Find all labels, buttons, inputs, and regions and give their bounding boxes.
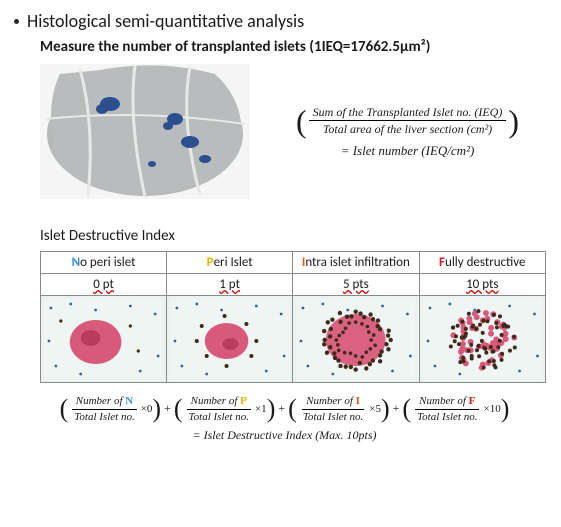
bullet-dot-icon	[14, 19, 19, 24]
page-title: Histological semi-quantitative analysis	[14, 10, 547, 32]
formula1-result: = Islet number (IEQ/cm²)	[341, 143, 475, 159]
formula-destructive-index: ( Number of N Total Islet no. ×0 )+( Num…	[32, 393, 537, 443]
table-points: 5 pts	[293, 274, 419, 296]
section2-title: Islet Destructive Index	[40, 227, 547, 245]
table-header: Intra islet infiltration	[293, 252, 419, 274]
subtitle: Measure the number of transplanted islet…	[40, 38, 547, 56]
table-thumb	[41, 296, 167, 383]
formula1-denominator: Total area of the liver section (cm²)	[319, 121, 496, 136]
table-points: 1 pt	[167, 274, 293, 296]
formula2-term: ( Number of P Total Islet no. ×1 )	[174, 393, 275, 425]
formula2-term: ( Number of F Total Islet no. ×10 )	[402, 393, 509, 425]
formula2-term: ( Number of N Total Islet no. ×0 )	[60, 393, 161, 425]
table-thumb	[419, 296, 545, 383]
formula2-term: ( Number of I Total Islet no. ×5 )	[288, 393, 389, 425]
formula-islet-number: ( Sum of the Transplanted Islet no. (IEQ…	[268, 64, 547, 199]
table-thumb	[167, 296, 293, 383]
title-text: Histological semi-quantitative analysis	[27, 10, 304, 32]
table-header: Fully destructive	[419, 252, 545, 274]
destructive-index-table: No peri isletPeri IsletIntra islet infil…	[40, 251, 546, 383]
histology-image	[40, 64, 250, 199]
table-header: No peri islet	[41, 252, 167, 274]
table-header: Peri Islet	[167, 252, 293, 274]
table-thumb	[293, 296, 419, 383]
table-points: 10 pts	[419, 274, 545, 296]
table-points: 0 pt	[41, 274, 167, 296]
formula2-result: = Islet Destructive Index (Max. 10pts)	[32, 429, 537, 443]
formula1-numerator: Sum of the Transplanted Islet no. (IEQ)	[309, 105, 507, 121]
